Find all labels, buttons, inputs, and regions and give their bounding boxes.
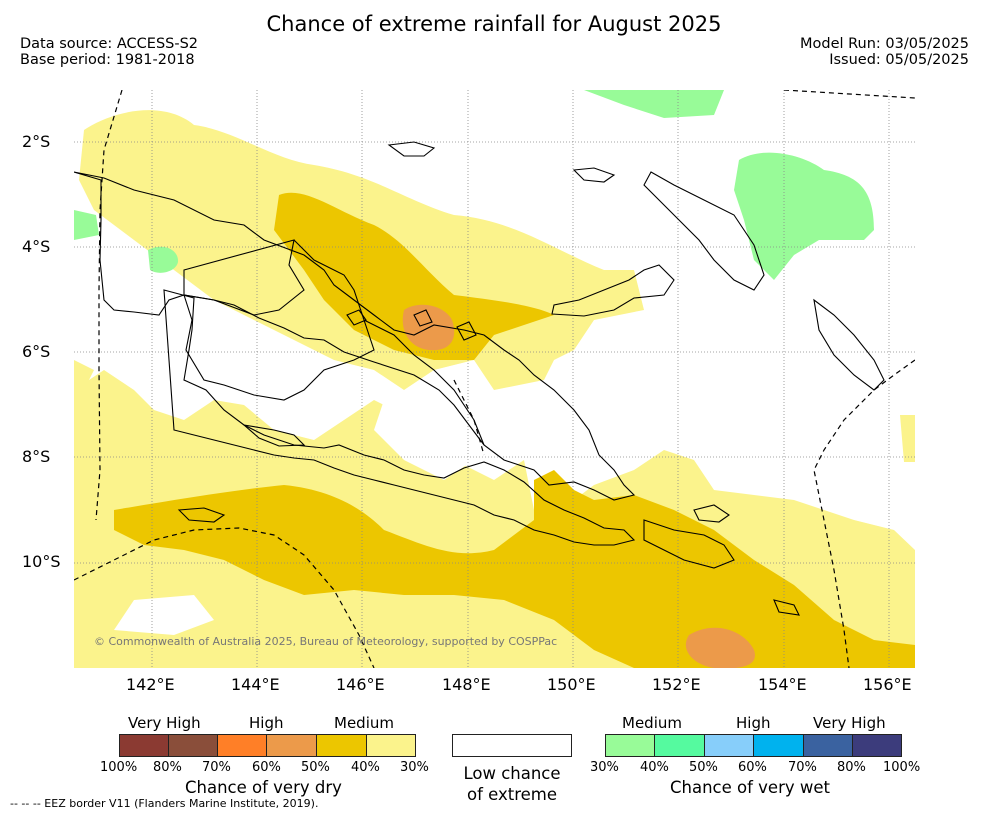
dry-pct-80: 80% [153,760,182,775]
dry-legend-title: Chance of very dry [185,778,342,797]
new-ireland [643,171,765,291]
issued-date: Issued: 05/05/2025 [829,52,969,68]
wet-swatch-80-100 [852,734,902,757]
gulf-dry-band [114,470,915,668]
east-edge-dry-area [900,415,915,462]
lon-label-154e: 154°E [758,675,807,694]
dry-pct-40: 40% [351,760,380,775]
lon-label-150e: 150°E [547,675,596,694]
wet-level-very-high: Very High [813,714,886,732]
lat-label-8s: 8°S [22,447,51,466]
wet-legend-title: Chance of very wet [670,778,830,797]
west-edge-dry-area [74,360,94,390]
inland-border-south [363,319,485,446]
lat-label-4s: 4°S [22,237,51,256]
dry-swatch-50-60 [266,734,317,757]
eez-footnote: -- -- -- EEZ border V11 (Flanders Marine… [10,797,319,810]
wet-pct-50: 50% [689,760,718,775]
lon-label-144e: 144°E [231,675,280,694]
medium-wet-zones [74,90,874,280]
dry-pct-50: 50% [301,760,330,775]
dry-level-very-high: Very High [128,714,201,732]
eez-borders [74,90,915,668]
central-dry-band [274,192,554,360]
low-chance-line1: Low chance [463,764,561,783]
rainfall-map: © Commonwealth of Australia 2025, Bureau… [74,90,915,668]
low-chance-holes [114,380,484,635]
lon-label-146e: 146°E [336,675,385,694]
wet-level-medium: Medium [622,714,682,732]
lat-label-2s: 2°S [22,132,51,151]
dry-swatch-30-40 [366,734,416,757]
wet-level-high: High [736,714,771,732]
dry-swatch-40-50 [316,734,367,757]
wet-swatch-50-60 [704,734,754,757]
inland-border-central [183,239,375,401]
graticule [74,90,915,668]
wet-pct-80: 80% [837,760,866,775]
new-guinea-mainland [74,171,636,501]
map-canvas: © Commonwealth of Australia 2025, Bureau… [74,90,915,668]
wet-swatch-40-50 [654,734,705,757]
wet-swatch-70-80 [803,734,853,757]
dry-level-medium: Medium [334,714,394,732]
wet-pct-30: 30% [590,760,619,775]
dry-pct-60: 60% [252,760,281,775]
wet-swatch-60-70 [753,734,804,757]
wet-pct-40: 40% [640,760,669,775]
dry-swatch-60-70 [217,734,267,757]
inland-border-west [183,239,305,316]
dry-swatch-70-80 [168,734,218,757]
medium-dry-40-50-zones [114,192,915,668]
dry-level-high: High [249,714,284,732]
wet-pct-60: 60% [738,760,767,775]
base-period: Base period: 1981-2018 [20,52,195,68]
lat-label-10s: 10°S [22,552,61,571]
lon-label-152e: 152°E [652,675,701,694]
lon-label-142e: 142°E [126,675,175,694]
wet-pct-100: 100% [883,760,921,775]
bougainville [813,298,885,391]
new-britain [551,264,675,317]
dry-pct-100: 100% [100,760,138,775]
low-chance-line2: of extreme [466,785,558,804]
lat-label-6s: 6°S [22,342,51,361]
dry-pct-70: 70% [202,760,231,775]
coastlines [74,141,885,616]
wet-swatch-30-40 [605,734,655,757]
map-title: Chance of extreme rainfall for August 20… [266,12,722,36]
louisiade-islands [643,519,735,569]
dry-swatch-80-100 [119,734,169,757]
wet-pct-70: 70% [788,760,817,775]
dry-pct-30: 30% [400,760,429,775]
data-source: Data source: ACCESS-S2 [20,36,199,52]
lon-label-156e: 156°E [863,675,912,694]
model-run: Model Run: 03/05/2025 [799,36,969,52]
lon-label-148e: 148°E [442,675,491,694]
map-credit: © Commonwealth of Australia 2025, Bureau… [94,635,557,648]
low-chance-swatch [452,734,572,757]
